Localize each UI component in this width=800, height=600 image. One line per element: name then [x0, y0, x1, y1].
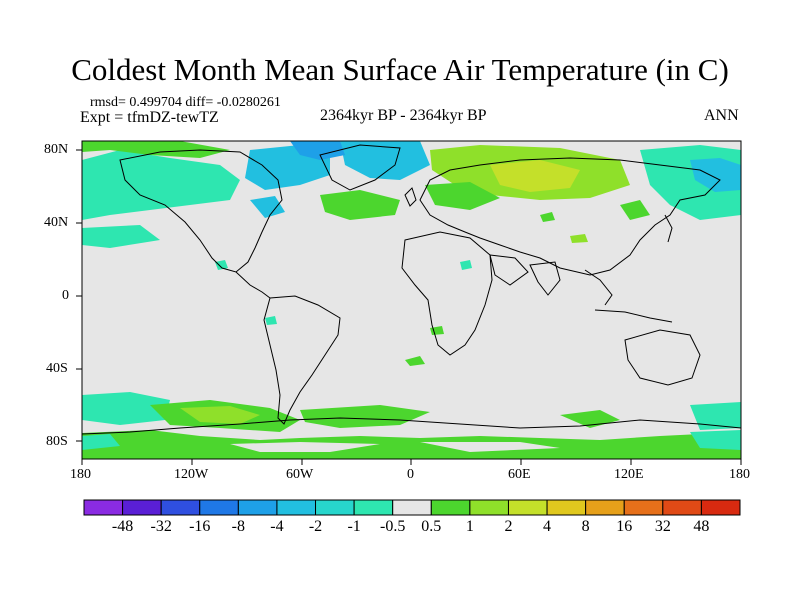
stats-label: rmsd= 0.499704 diff= -0.0280261: [90, 95, 281, 110]
colorbar-label: 0.5: [421, 518, 442, 535]
colorbar-label: 4: [543, 518, 552, 535]
x-tick-label: 180: [729, 467, 750, 482]
map-title: Coldest Month Mean Surface Air Temperatu…: [71, 52, 729, 87]
colorbar-box: [122, 499, 162, 516]
experiment-label: Expt = tfmDZ-tewTZ: [80, 109, 219, 126]
fill-southern-ocean-yellow: [180, 406, 260, 424]
period-label: 2364kyr BP - 2364kyr BP: [320, 107, 487, 124]
fill-arctic-cyan: [290, 141, 345, 160]
fill-antarctic-cyan: [82, 434, 120, 450]
coast-north-america: [119, 149, 283, 273]
fill-antarctic-grey-2: [420, 442, 560, 452]
colorbar-box: [83, 499, 124, 516]
anomaly-fills: [82, 141, 741, 459]
colorbar-label: -2: [308, 518, 323, 535]
colorbar-box: [662, 499, 702, 516]
colorbar-label: -4: [270, 518, 284, 535]
colorbar-box: [315, 499, 355, 516]
coast-india: [529, 261, 561, 296]
coast-europe-asia: [419, 157, 721, 276]
fill-antarctic-cyan-east: [690, 430, 741, 450]
colorbar-box: [160, 499, 201, 516]
colorbar-label: 1: [465, 518, 474, 535]
coast-australia: [624, 329, 701, 386]
season-label: ANN: [704, 107, 739, 124]
fill-east-siberia-blue: [690, 158, 741, 192]
coastlines: [81, 144, 742, 435]
y-tick-label: 40S: [46, 361, 68, 376]
colorbar-label: 2: [504, 518, 513, 535]
fill-patch-2: [570, 234, 588, 243]
fill-patch-3: [540, 212, 555, 222]
coast-arabia: [489, 254, 529, 286]
y-tick-label: 0: [62, 288, 69, 303]
colorbar-label: -16: [189, 518, 211, 535]
coast-south-america: [263, 295, 341, 425]
colorbar-label: 8: [581, 518, 590, 535]
colorbar-label: -48: [111, 518, 134, 535]
fill-patch-8: [460, 260, 472, 270]
colorbar-label: 32: [654, 518, 671, 535]
colorbar-box: [353, 499, 394, 516]
colorbar-box: [276, 499, 317, 516]
x-tick-label: 120E: [614, 467, 644, 482]
colorbar-label: -1: [347, 518, 361, 535]
colorbar-label: -8: [231, 518, 246, 535]
coast-indonesia: [594, 309, 673, 323]
fill-patch-5: [405, 356, 425, 366]
colorbar-box: [546, 499, 587, 516]
fill-europe-green: [425, 182, 500, 210]
colorbar-label: -0.5: [380, 518, 406, 535]
y-tick-label: 80N: [44, 142, 69, 157]
coast-greenland: [319, 144, 401, 191]
colorbar-label: 48: [693, 518, 710, 535]
fill-southern-ocean-cyan-west: [82, 392, 170, 425]
fill-antarctic-grey: [230, 442, 380, 452]
y-tick-label: 40N: [44, 215, 69, 230]
fill-patch-1: [215, 260, 228, 270]
colorbar-box: [700, 499, 741, 516]
coast-southeast-asia: [584, 269, 613, 306]
x-tick-label: 180: [70, 467, 91, 482]
colorbar-box: [585, 499, 625, 516]
x-tick-label: 60W: [286, 467, 314, 482]
fill-north-pacific-green: [82, 141, 230, 158]
fill-antarctic-green: [82, 430, 741, 459]
colorbar-label: -32: [150, 518, 172, 535]
x-tick-label: 120W: [174, 467, 209, 482]
fill-patch-4: [430, 326, 444, 335]
colorbar-box: [237, 499, 278, 516]
fill-pacific-mid-cyan: [82, 225, 160, 248]
colorbar-box: [507, 499, 548, 516]
coast-central-america: [235, 271, 271, 299]
colorbar-box: [623, 499, 664, 516]
colorbar-box: [430, 499, 471, 516]
fill-southern-ocean-cyan-east: [690, 402, 741, 430]
coast-africa: [401, 231, 493, 356]
x-tick-label: 60E: [508, 467, 531, 482]
fill-us-cyan: [250, 196, 285, 218]
fill-southern-ocean-green-2: [300, 405, 430, 428]
y-tick-label: 80S: [46, 434, 68, 449]
x-tick-label: 0: [407, 467, 414, 482]
colorbar-box: [469, 499, 509, 516]
colorbar-box: [199, 499, 239, 516]
fill-eurasia-yellowgreen: [490, 160, 580, 192]
coast-uk: [404, 187, 417, 207]
colorbar-box: [392, 499, 432, 516]
fill-greenland-cyan: [340, 141, 430, 180]
coast-antarctica: [81, 417, 742, 435]
fill-north-atlantic-green: [320, 190, 400, 220]
colorbar-label: 16: [616, 518, 633, 535]
fill-patch-7: [265, 316, 277, 325]
coast-japan: [664, 214, 673, 243]
fill-patch-6: [620, 200, 650, 220]
axis-ticks: [76, 149, 742, 465]
